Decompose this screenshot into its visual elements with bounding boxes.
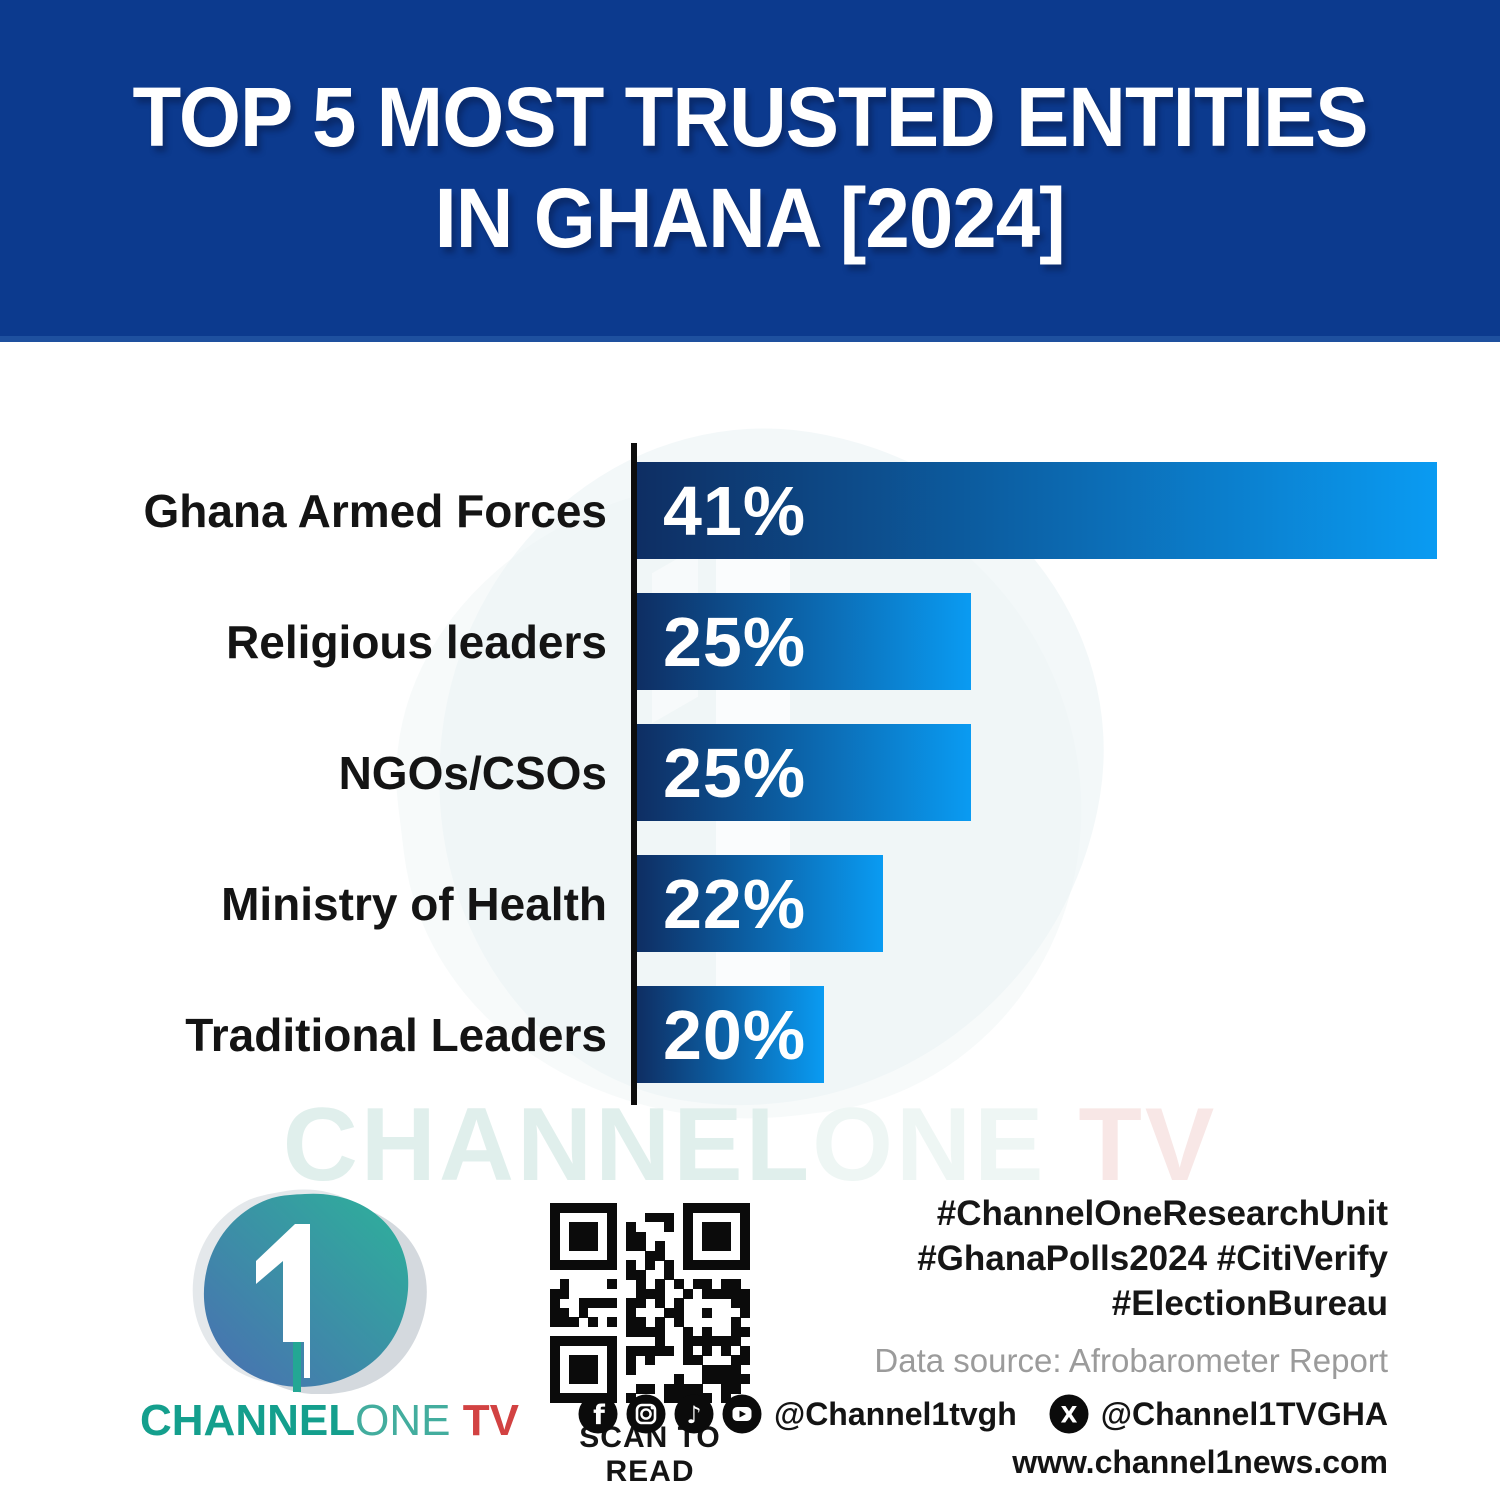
instagram-icon xyxy=(626,1394,666,1434)
chart-axis-line xyxy=(631,443,637,1105)
category-label: Traditional Leaders xyxy=(185,1008,607,1061)
data-source-label: Data source: Afrobarometer Report xyxy=(874,1342,1388,1380)
page-title-line-2: IN GHANA [2024] xyxy=(434,171,1066,265)
watermark-one: ONE xyxy=(812,1087,1047,1203)
header-band: TOP 5 MOST TRUSTED ENTITIES IN GHANA [20… xyxy=(0,0,1500,342)
svg-text:♪: ♪ xyxy=(686,1401,701,1429)
bar-traditional-leaders: 20% xyxy=(637,986,824,1083)
bar-religious-leaders: 25% xyxy=(637,593,971,690)
watermark-channel: CHANNEL xyxy=(282,1087,813,1203)
channel-one-logo-icon xyxy=(192,1189,427,1394)
bar-ngos-csos: 25% xyxy=(637,724,971,821)
category-label: NGOs/CSOs xyxy=(338,746,607,799)
hashtag-line-2: #GhanaPolls2024 #CitiVerify xyxy=(917,1238,1388,1278)
facebook-icon: f xyxy=(578,1394,618,1434)
svg-text:X: X xyxy=(1060,1404,1077,1429)
hashtag-line-3: #ElectionBureau xyxy=(1111,1283,1388,1323)
bar-value-label: 25% xyxy=(663,602,807,681)
social-row: f ♪ @Channel1tvgh X @Channel1TVGHA xyxy=(578,1394,1388,1434)
page-title-line-1: TOP 5 MOST TRUSTED ENTITIES xyxy=(132,70,1368,165)
x-icon: X xyxy=(1049,1394,1089,1434)
channel-one-wordmark: CHANNELONE TV xyxy=(140,1396,519,1446)
bar-value-label: 25% xyxy=(663,733,807,812)
category-label: Ghana Armed Forces xyxy=(143,484,607,537)
svg-text:f: f xyxy=(593,1400,605,1431)
channel-one-logo-block: CHANNELONE TV xyxy=(140,1182,519,1446)
watermark-tv: TV xyxy=(1046,1087,1218,1203)
channel-one-tv-watermark: CHANNEL ONE TV xyxy=(0,1086,1500,1205)
qr-block: SCAN TO READ xyxy=(545,1203,755,1489)
bar-ministry-of-health: 22% xyxy=(637,855,883,952)
bar-value-label: 41% xyxy=(663,471,807,550)
tiktok-icon: ♪ xyxy=(674,1394,714,1434)
category-label: Religious leaders xyxy=(226,615,607,668)
wordmark-one: ONE xyxy=(355,1396,451,1445)
category-label: Ministry of Health xyxy=(221,877,607,930)
bar-value-label: 20% xyxy=(663,995,807,1074)
footer-right-block: #ChannelOneResearchUnit #GhanaPolls2024 … xyxy=(578,1192,1388,1481)
youtube-icon xyxy=(722,1394,762,1434)
bar-value-label: 22% xyxy=(663,864,807,943)
social-handle-1: @Channel1tvgh xyxy=(773,1395,1017,1432)
social-handle-2: @Channel1TVGHA xyxy=(1100,1395,1388,1432)
wordmark-tv: TV xyxy=(450,1396,519,1445)
wordmark-channel: CHANNEL xyxy=(140,1396,356,1445)
qr-code xyxy=(550,1203,751,1404)
hashtag-line-1: #ChannelOneResearchUnit xyxy=(936,1194,1388,1233)
website-url: www.channel1news.com xyxy=(1012,1444,1388,1481)
bar-ghana-armed-forces: 41% xyxy=(637,462,1437,559)
